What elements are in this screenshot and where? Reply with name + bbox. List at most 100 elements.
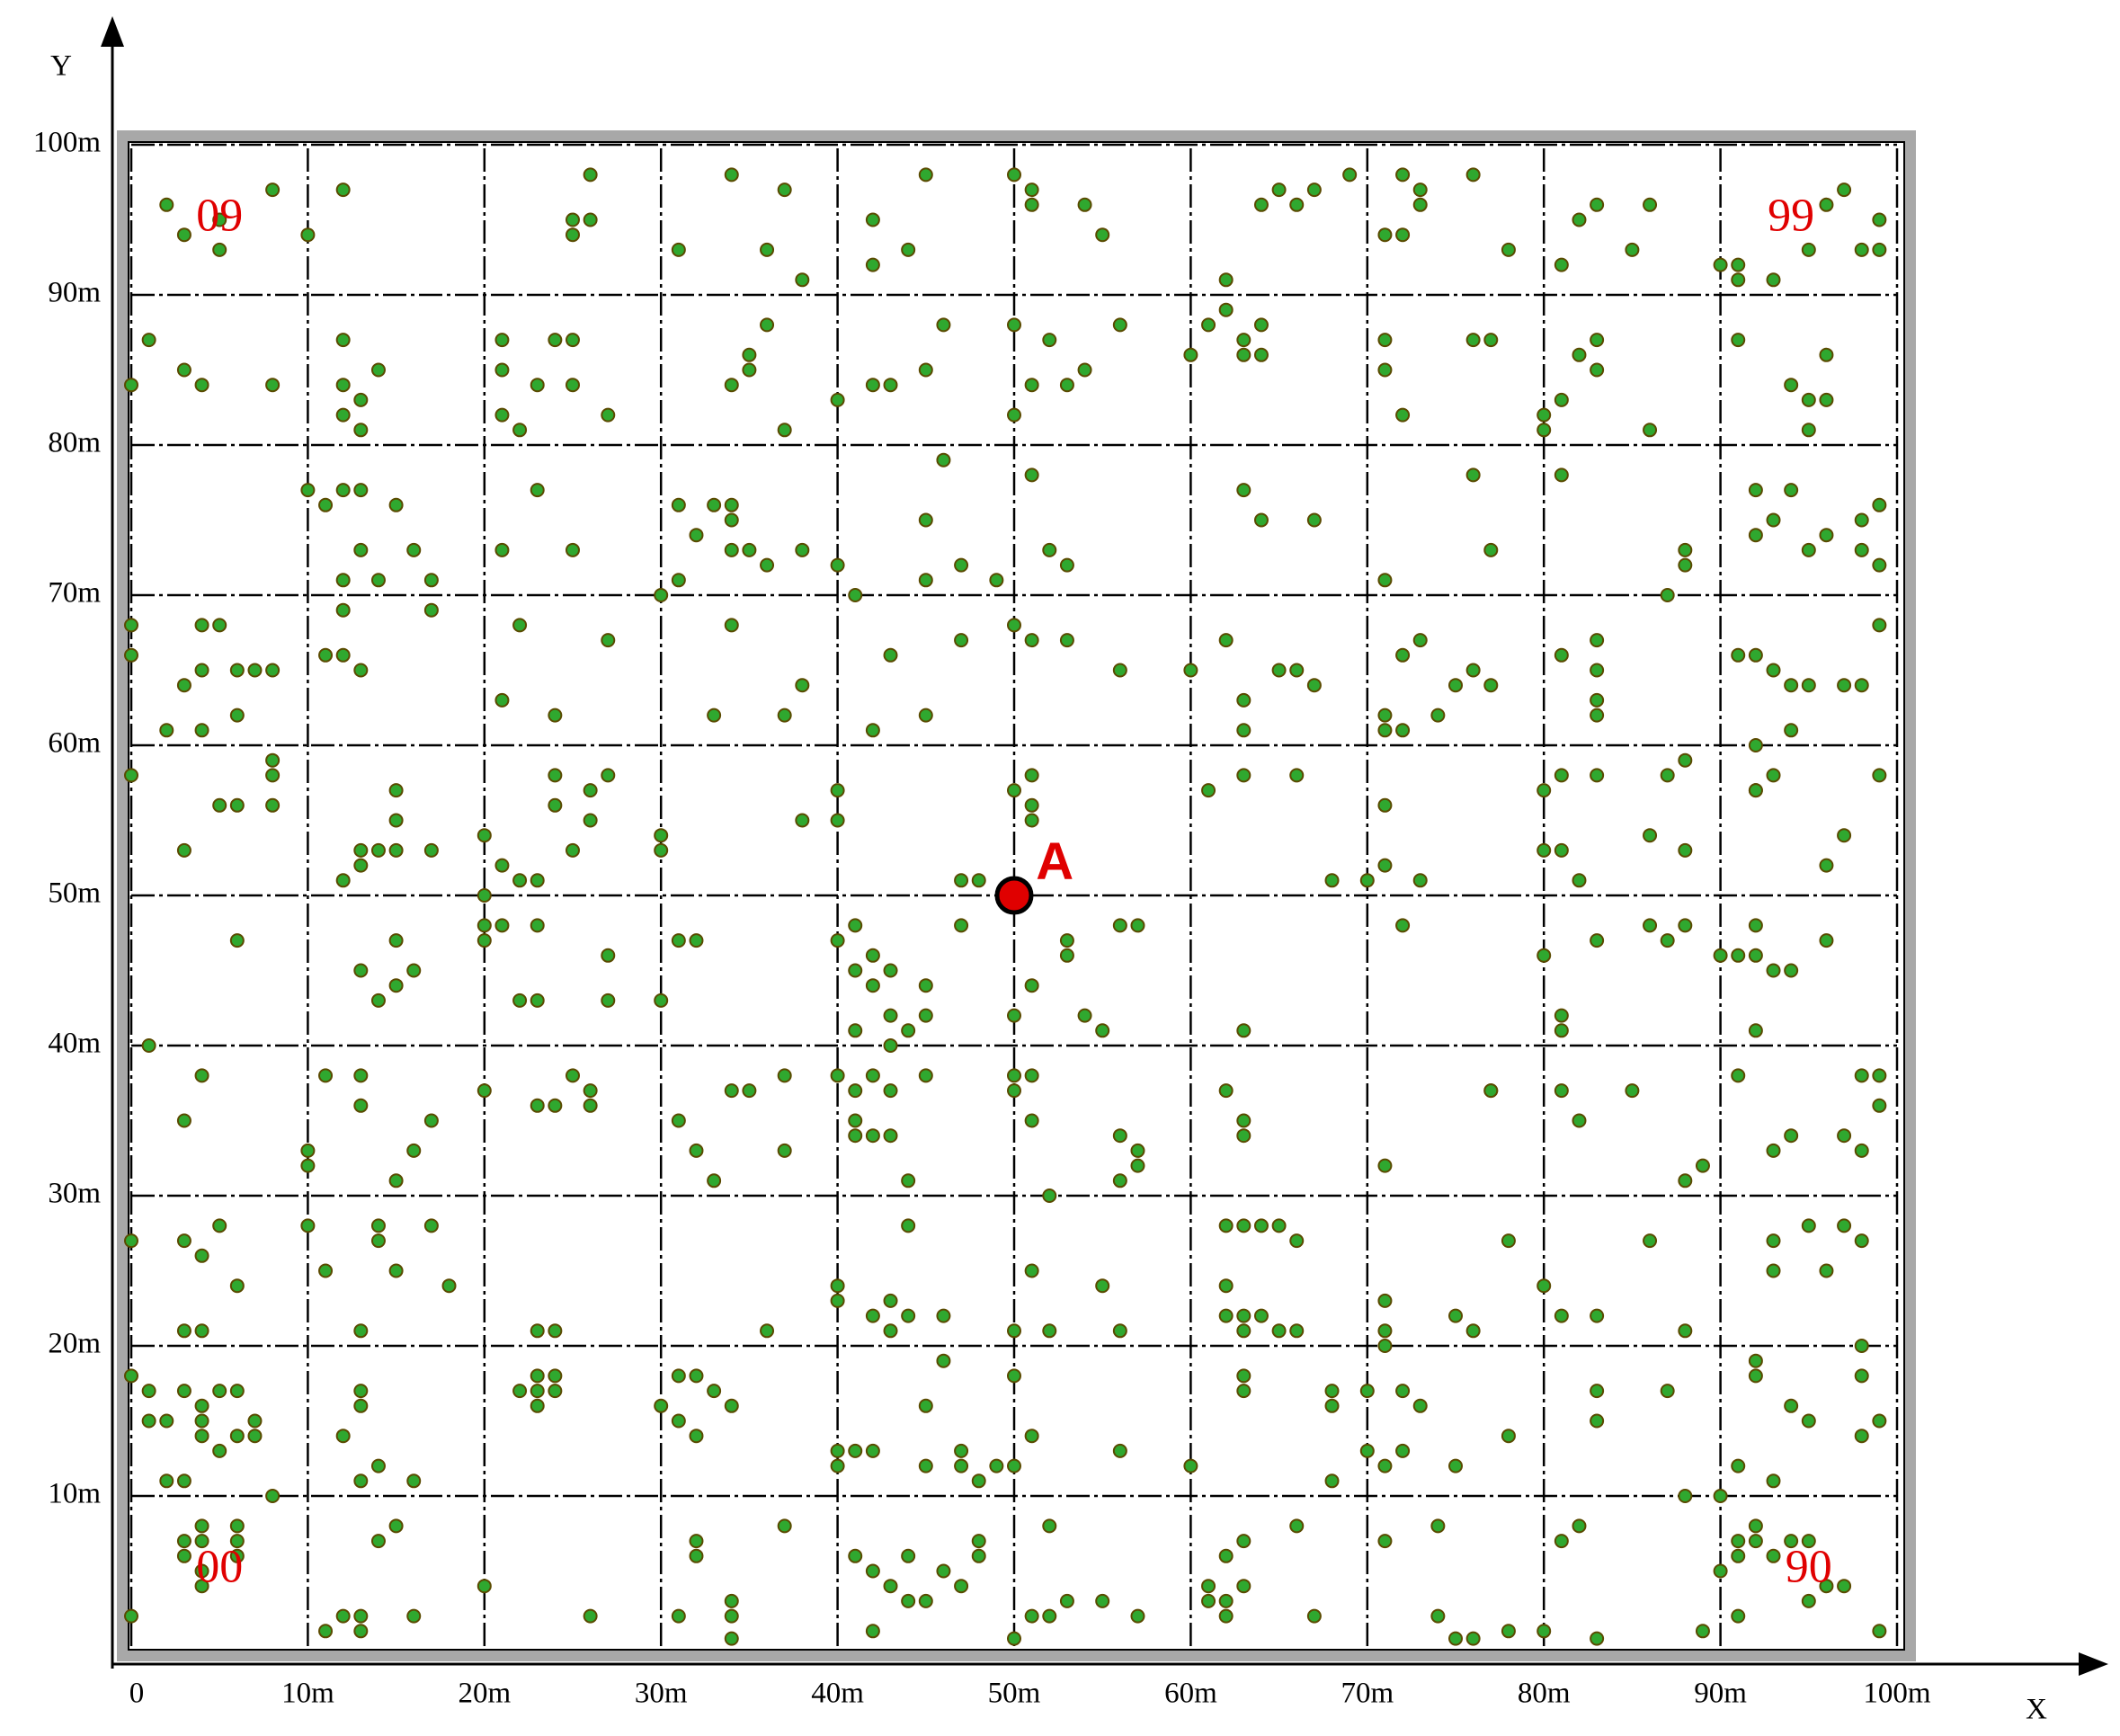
point <box>1872 768 1887 783</box>
point <box>1377 333 1393 348</box>
cell-label: 90 <box>1786 1541 1832 1592</box>
point <box>1289 1233 1305 1249</box>
point <box>689 1534 704 1549</box>
point <box>954 557 969 573</box>
point <box>1130 1608 1145 1624</box>
point <box>370 1458 386 1473</box>
point <box>1766 272 1781 288</box>
point <box>194 1429 209 1444</box>
point <box>530 873 545 888</box>
point <box>1695 1624 1710 1639</box>
point <box>176 842 192 858</box>
point <box>1748 918 1763 933</box>
point <box>1201 1579 1216 1594</box>
point <box>530 1384 545 1399</box>
point <box>1306 1608 1322 1624</box>
point <box>265 768 281 783</box>
point <box>1854 512 1869 528</box>
point <box>1643 918 1658 933</box>
point <box>318 1068 334 1083</box>
point <box>1412 873 1428 888</box>
point <box>1748 1534 1763 1549</box>
point <box>936 317 951 333</box>
point <box>124 618 138 633</box>
point <box>1554 768 1569 783</box>
y-tick-label: 60m <box>48 727 101 760</box>
point <box>777 1068 792 1083</box>
point <box>1872 1068 1887 1083</box>
point <box>1253 512 1269 528</box>
point <box>1007 1323 1021 1339</box>
point <box>229 933 245 948</box>
point <box>335 333 351 348</box>
point <box>1501 1429 1516 1444</box>
point <box>406 1143 422 1158</box>
point <box>971 873 986 888</box>
point <box>1024 1608 1039 1624</box>
point <box>936 1353 951 1368</box>
point <box>865 978 880 993</box>
point <box>1236 333 1252 348</box>
point <box>370 1218 386 1233</box>
point <box>1377 1339 1393 1353</box>
point <box>1501 1233 1516 1249</box>
point <box>176 362 192 378</box>
point <box>583 783 598 798</box>
point <box>601 948 616 963</box>
plot-frame <box>117 130 1916 1661</box>
point <box>512 423 528 438</box>
point <box>1643 423 1658 438</box>
point <box>1007 1458 1021 1473</box>
point <box>724 1083 739 1099</box>
point <box>353 1068 369 1083</box>
point <box>335 183 351 198</box>
point-label: A <box>1036 832 1073 891</box>
point <box>1537 842 1552 858</box>
point <box>335 1429 351 1444</box>
point <box>1377 227 1393 243</box>
point <box>1854 1233 1869 1249</box>
point <box>1837 1128 1852 1144</box>
point <box>1766 1473 1781 1489</box>
point <box>601 633 616 648</box>
point <box>742 1083 757 1099</box>
point <box>441 1278 457 1294</box>
point <box>1784 963 1799 978</box>
point <box>1236 1368 1252 1384</box>
point <box>883 963 898 978</box>
point <box>194 1518 209 1534</box>
point <box>830 933 845 948</box>
point <box>1537 1624 1552 1639</box>
point <box>1448 1458 1463 1473</box>
point <box>1112 663 1127 678</box>
point <box>423 1218 439 1233</box>
point <box>583 1098 598 1113</box>
x-tick-label: 0 <box>129 1678 145 1710</box>
point <box>865 1563 880 1579</box>
point <box>300 483 316 498</box>
cell-label: 99 <box>1768 190 1814 241</box>
point <box>1412 633 1428 648</box>
point <box>194 1534 209 1549</box>
point <box>1590 633 1605 648</box>
point <box>247 663 263 678</box>
point <box>1872 242 1887 257</box>
point <box>1183 663 1198 678</box>
point <box>1678 1323 1693 1339</box>
point <box>1059 1593 1074 1608</box>
point <box>212 797 227 813</box>
point <box>1678 918 1693 933</box>
point <box>865 1443 880 1458</box>
point <box>1218 1593 1234 1608</box>
point <box>883 1323 898 1339</box>
point <box>1324 1384 1340 1399</box>
point <box>353 663 369 678</box>
point <box>176 1323 192 1339</box>
point <box>318 647 334 663</box>
point <box>724 378 739 393</box>
point <box>1537 1278 1552 1294</box>
point <box>1784 1534 1799 1549</box>
point <box>1483 1083 1499 1099</box>
point <box>1731 1534 1746 1549</box>
point <box>901 1593 916 1608</box>
